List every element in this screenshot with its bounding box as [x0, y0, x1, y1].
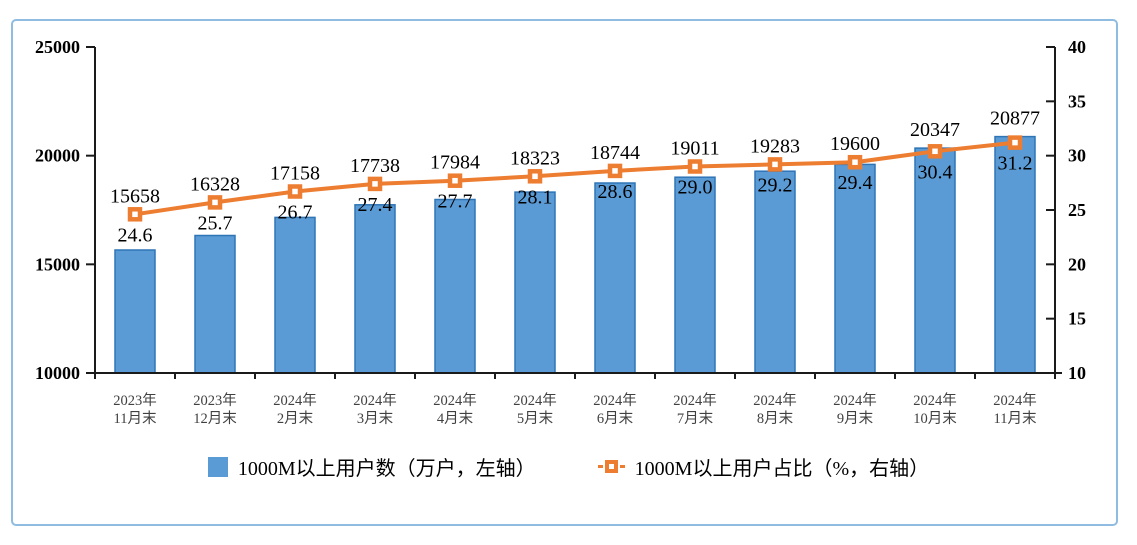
line-marker: [447, 173, 463, 188]
line-value-label: 27.4: [358, 194, 393, 216]
line-marker: [207, 195, 223, 210]
x-axis-label-line1: 2024年: [993, 392, 1037, 409]
bar: [834, 163, 876, 374]
x-axis-label-line2: 6月末: [597, 410, 634, 427]
line-marker: [927, 144, 943, 159]
right-axis-tick-label: 25: [1068, 200, 1086, 220]
line-value-label: 26.7: [278, 202, 313, 224]
x-axis-label-line1: 2024年: [353, 392, 397, 409]
line-marker: [767, 157, 783, 172]
left-axis-tick-label: 25000: [35, 37, 80, 57]
x-axis-label-line1: 2023年: [193, 392, 237, 409]
bar: [274, 216, 316, 374]
line-value-label: 29.4: [838, 172, 873, 194]
right-axis-tick-label: 15: [1068, 309, 1086, 329]
line-value-label: 28.6: [598, 181, 633, 203]
bar-value-label: 18744: [590, 142, 640, 164]
bar: [354, 204, 396, 374]
x-axis-label-line1: 2024年: [273, 392, 317, 409]
bar: [594, 182, 636, 374]
x-axis-label-line1: 2024年: [833, 392, 877, 409]
line-marker: [367, 176, 383, 192]
x-axis-label-line1: 2023年: [113, 392, 157, 409]
line-value-label: 31.2: [998, 153, 1033, 175]
x-axis-label-line2: 9月末: [837, 410, 874, 427]
x-axis-label-line2: 11月末: [994, 410, 1037, 427]
bar-value-label: 15658: [110, 185, 160, 207]
x-axis-label-line2: 7月末: [677, 410, 714, 427]
x-axis-label-line2: 5月末: [517, 410, 554, 427]
x-axis-label-line1: 2024年: [753, 392, 797, 409]
legend-item-line-series: 1000M以上用户占比（%，右轴）: [597, 452, 930, 481]
bar-series-swatch-icon: [207, 456, 228, 477]
x-axis-label-line2: 12月末: [193, 410, 237, 427]
bar-value-label: 19283: [750, 135, 800, 157]
line-value-label: 30.4: [918, 161, 953, 183]
legend-label-bar-series: 1000M以上用户数（万户，左轴）: [237, 458, 536, 480]
bar-value-label: 18323: [510, 147, 560, 169]
bar: [754, 170, 796, 374]
bar: [914, 147, 956, 374]
line-series-swatch-icon: [597, 460, 625, 473]
line-value-label: 28.1: [518, 186, 553, 208]
x-axis-label-line2: 2月末: [277, 410, 314, 427]
x-axis-label-line2: 8月末: [757, 410, 794, 427]
right-axis-tick-label: 35: [1068, 91, 1086, 111]
legend-label-line-series: 1000M以上用户占比（%，右轴）: [634, 458, 930, 480]
bar: [114, 249, 156, 374]
x-axis-label-line2: 3月末: [357, 410, 394, 427]
line-marker: [127, 207, 143, 222]
x-axis-label-line1: 2024年: [593, 392, 637, 409]
chart-legend: 1000M以上用户数（万户，左轴） 1000M以上用户占比（%，右轴）: [0, 452, 1137, 481]
bar: [434, 198, 476, 374]
legend-item-bar-series: 1000M以上用户数（万户，左轴）: [207, 452, 536, 481]
bar-value-label: 20347: [910, 119, 960, 141]
x-axis-label-line1: 2024年: [673, 392, 717, 409]
bar-value-label: 17984: [430, 152, 480, 174]
line-series: [134, 140, 1016, 217]
x-axis-label-line1: 2024年: [433, 392, 477, 409]
line-marker: [847, 154, 863, 170]
line-marker: [287, 184, 303, 199]
x-axis-label-line1: 2024年: [513, 392, 557, 409]
right-axis-tick-label: 30: [1068, 146, 1086, 166]
line-marker: [687, 159, 703, 174]
left-axis-tick-label: 20000: [35, 146, 80, 166]
right-axis-tick-label: 10: [1068, 363, 1086, 383]
line-value-label: 25.7: [198, 212, 233, 234]
x-axis-label-line1: 2024年: [913, 392, 957, 409]
line-value-label: 29.2: [758, 174, 793, 196]
bar-value-label: 20877: [990, 108, 1040, 130]
line-marker: [1007, 135, 1023, 150]
line-value-label: 27.7: [438, 191, 473, 213]
bar: [674, 176, 716, 374]
bar-value-label: 17738: [350, 155, 400, 177]
bar-value-label: 19011: [670, 138, 719, 160]
left-axis-tick-label: 10000: [35, 363, 80, 383]
right-axis-tick-label: 40: [1068, 37, 1086, 57]
bar-value-label: 16328: [190, 173, 240, 195]
bar-value-label: 17158: [270, 163, 320, 185]
bar-value-label: 19600: [830, 133, 880, 155]
right-axis-tick-label: 20: [1068, 254, 1086, 274]
line-value-label: 24.6: [118, 224, 153, 246]
bar: [514, 191, 556, 374]
line-marker: [527, 169, 543, 184]
x-axis-label-line2: 11月末: [114, 410, 157, 427]
x-axis-label-line2: 4月末: [437, 410, 474, 427]
bar: [194, 234, 236, 374]
line-value-label: 29.0: [678, 177, 713, 199]
x-axis-label-line2: 10月末: [913, 410, 957, 427]
line-marker: [607, 163, 623, 179]
left-axis-tick-label: 15000: [35, 254, 80, 274]
